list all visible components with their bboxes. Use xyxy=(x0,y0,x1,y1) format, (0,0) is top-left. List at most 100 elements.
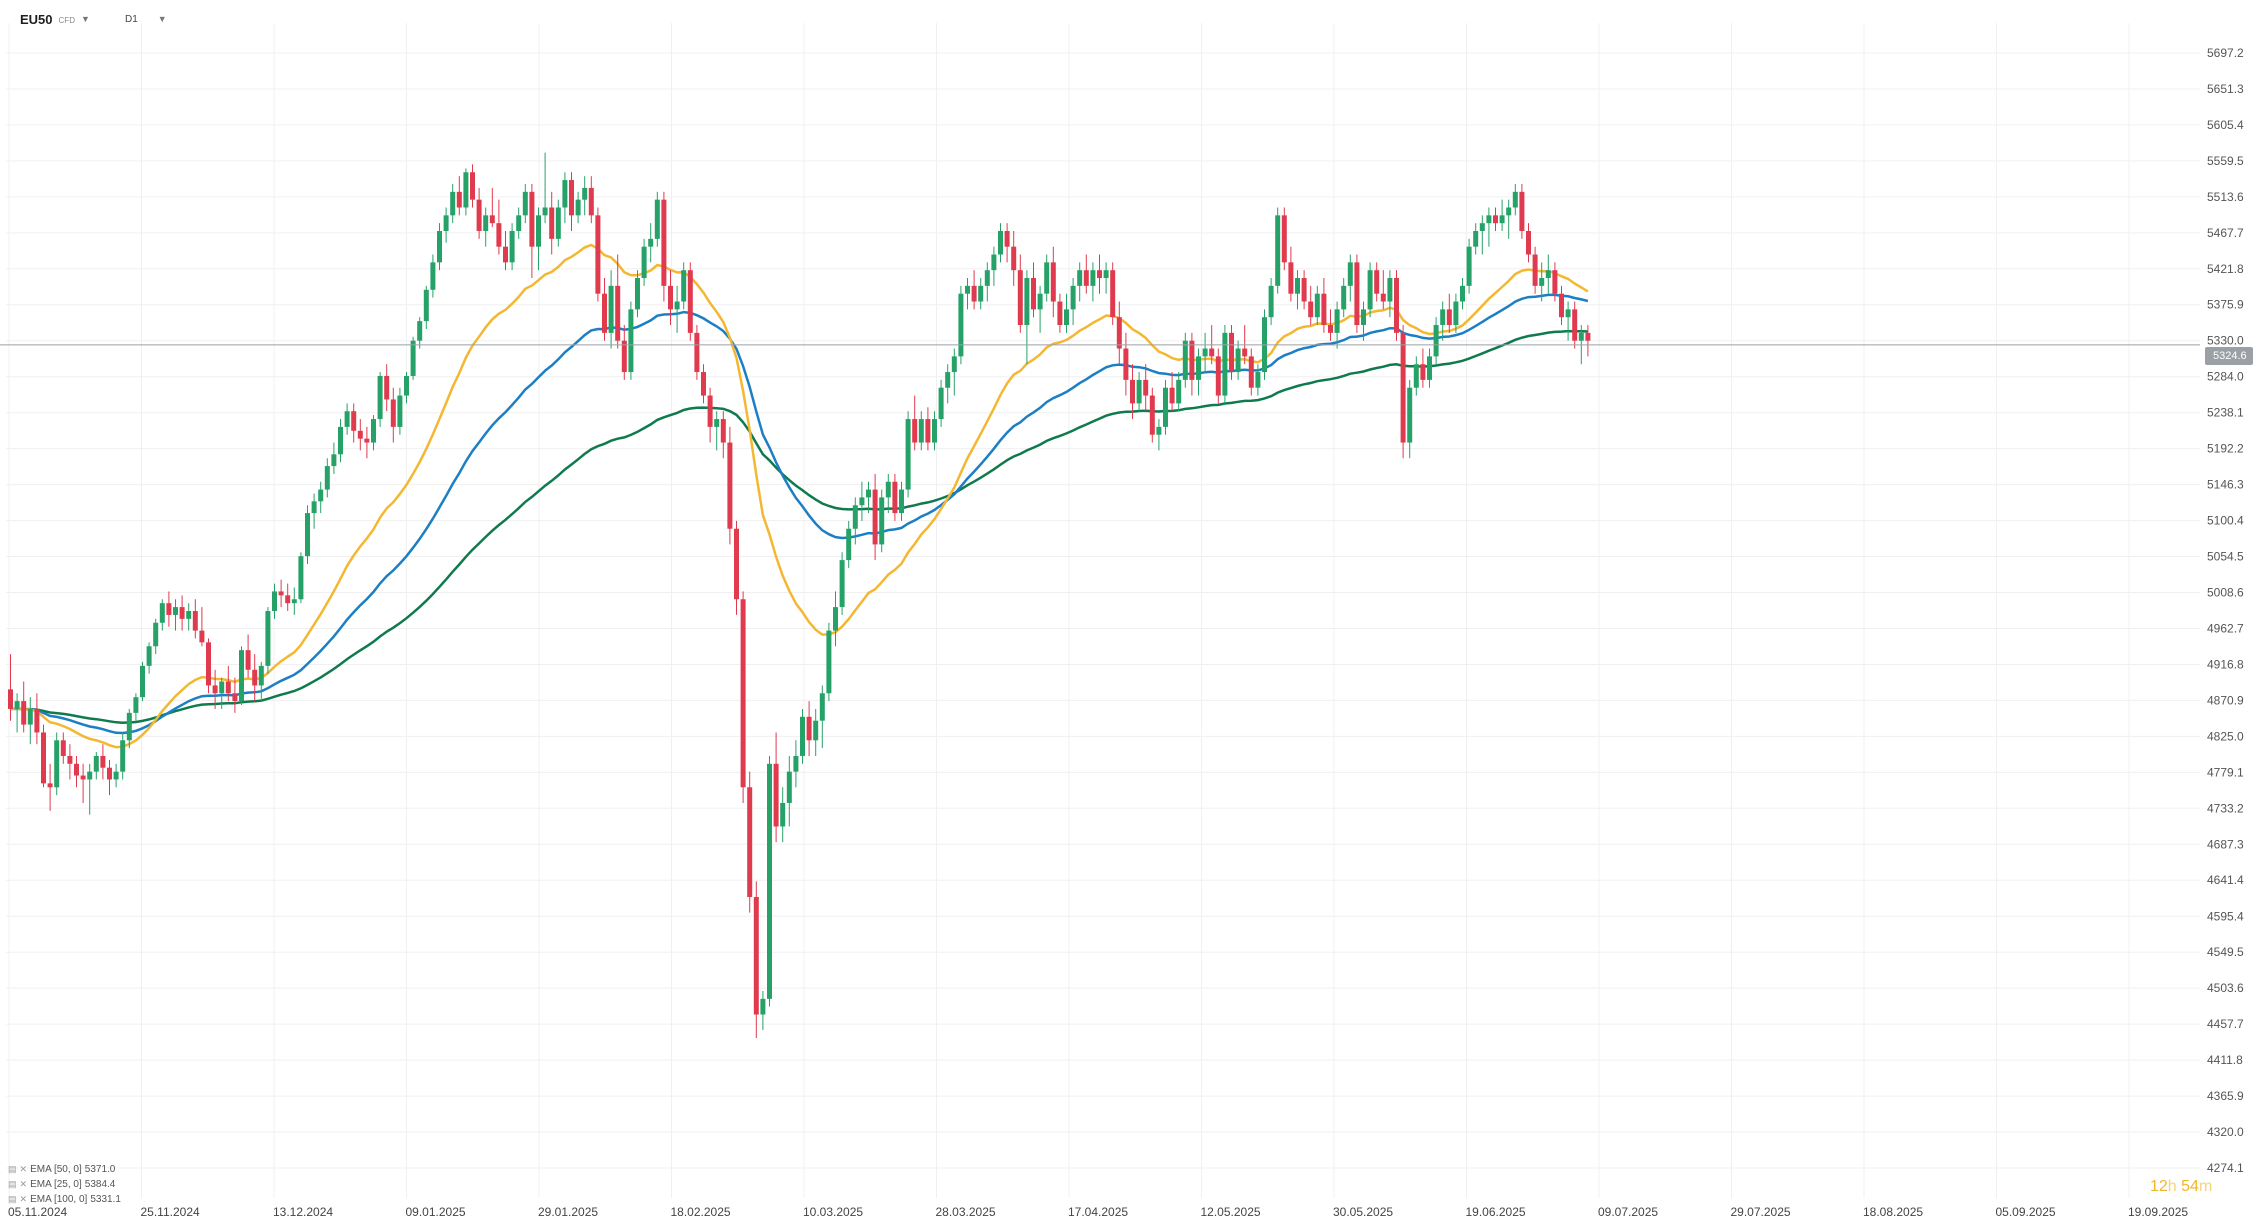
candle-body xyxy=(1077,270,1083,286)
candle xyxy=(595,207,601,302)
candle-body xyxy=(74,763,79,776)
candle-body xyxy=(846,528,852,561)
y-tick-label: 4641.4 xyxy=(2207,873,2244,887)
candle-body xyxy=(1460,285,1465,302)
settings-icon[interactable]: ▤ xyxy=(8,1164,17,1174)
candle xyxy=(1196,348,1201,396)
candle-body xyxy=(1163,387,1168,427)
candle xyxy=(1545,254,1551,294)
candle-body xyxy=(503,246,508,263)
candle-body xyxy=(1149,395,1155,435)
legend-ema-50[interactable]: ▤ ✕ EMA [50, 0] 5371.0 xyxy=(8,1162,121,1177)
candle-body xyxy=(800,716,805,756)
timer-hours: 12 xyxy=(2150,1178,2168,1195)
candle xyxy=(1103,262,1109,294)
symbol-selector[interactable]: EU50 CFD ▼ xyxy=(20,8,90,30)
candle xyxy=(377,372,383,427)
candle-body xyxy=(1202,348,1208,357)
candle-body xyxy=(1466,246,1472,286)
candle xyxy=(1334,301,1340,349)
candle xyxy=(536,207,541,271)
x-tick-label: 18.02.2025 xyxy=(671,1205,731,1219)
candle-body xyxy=(1526,231,1531,255)
candle xyxy=(1024,270,1030,365)
candle xyxy=(1532,246,1538,294)
timer-minutes-unit: m xyxy=(2198,1178,2213,1195)
candle-body xyxy=(1420,364,1426,380)
candle xyxy=(1123,332,1129,396)
candle xyxy=(516,207,522,239)
candle-body xyxy=(173,607,178,615)
candle-body xyxy=(272,591,277,612)
candle xyxy=(1347,254,1353,302)
candle xyxy=(21,681,27,733)
x-tick-label: 12.05.2025 xyxy=(1201,1205,1261,1219)
candle xyxy=(371,415,376,451)
candle xyxy=(225,665,231,702)
candle xyxy=(635,270,640,318)
candle-body xyxy=(1222,332,1228,396)
candle-body xyxy=(1314,293,1320,318)
candle xyxy=(681,262,687,310)
settings-icon[interactable]: ▤ xyxy=(8,1194,17,1204)
candle-body xyxy=(27,708,33,725)
candle-body xyxy=(364,438,370,443)
candle xyxy=(1446,293,1452,333)
candle xyxy=(430,254,436,298)
y-tick-label: 4825.0 xyxy=(2207,729,2244,743)
candle xyxy=(1380,270,1386,310)
candle-body xyxy=(1017,270,1023,326)
candle xyxy=(298,552,304,604)
candle xyxy=(34,693,40,745)
candle-body xyxy=(1156,426,1162,435)
legend-ema-100[interactable]: ▤ ✕ EMA [100, 0] 5331.1 xyxy=(8,1192,121,1207)
candle-body xyxy=(1004,231,1010,247)
candle-body xyxy=(285,595,291,604)
candle xyxy=(1413,356,1419,396)
settings-icon[interactable]: ▤ xyxy=(8,1179,17,1189)
candle xyxy=(1526,223,1531,263)
candle xyxy=(1512,184,1518,216)
candle-body xyxy=(384,375,390,400)
timeframe-selector[interactable]: D1 ▼ xyxy=(125,8,167,30)
candle-body xyxy=(1354,262,1360,326)
close-icon[interactable]: ✕ xyxy=(19,1164,28,1174)
candle-body xyxy=(1433,325,1439,357)
candle xyxy=(753,881,759,1039)
candle xyxy=(1288,246,1294,302)
y-axis: 5697.2 5651.3 5605.4 5559.5 5513.6 5467.7 5421… xyxy=(2207,46,2244,1175)
candle-body xyxy=(278,591,284,596)
candle-body xyxy=(1248,356,1254,388)
candle xyxy=(747,771,753,913)
candle-body xyxy=(437,231,442,263)
candle-body xyxy=(265,611,271,666)
candle xyxy=(668,270,673,326)
y-tick-label: 4411.8 xyxy=(2207,1053,2243,1067)
candle-body xyxy=(522,191,528,216)
candle xyxy=(1314,285,1320,326)
candle xyxy=(1493,207,1498,232)
candle-body xyxy=(153,622,159,647)
candle-body xyxy=(793,755,799,772)
candle xyxy=(602,278,607,341)
candle xyxy=(179,595,185,631)
legend-ema-25[interactable]: ▤ ✕ EMA [25, 0] 5384.4 xyxy=(8,1177,121,1192)
x-tick-label: 19.09.2025 xyxy=(2128,1205,2188,1219)
candle xyxy=(1301,270,1307,310)
candle xyxy=(932,411,937,451)
candle xyxy=(1176,372,1182,412)
candle xyxy=(1110,262,1116,326)
close-icon[interactable]: ✕ xyxy=(19,1179,28,1189)
close-icon[interactable]: ✕ xyxy=(19,1194,28,1204)
candle xyxy=(1552,262,1558,302)
candle xyxy=(285,583,291,612)
candle xyxy=(529,184,535,279)
candle-body xyxy=(740,599,746,788)
candle xyxy=(219,677,225,709)
candle-body xyxy=(654,199,660,239)
ema-25-path xyxy=(10,243,1589,749)
candle xyxy=(278,579,284,608)
candle-body xyxy=(225,681,231,694)
candle-body xyxy=(694,332,700,373)
